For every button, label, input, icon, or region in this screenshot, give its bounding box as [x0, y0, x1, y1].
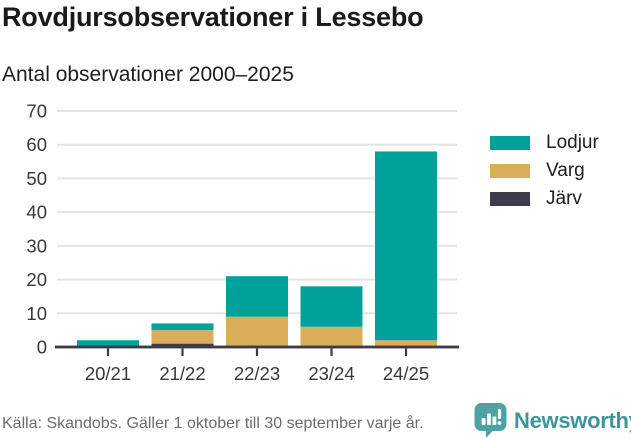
legend-label: Järv: [546, 188, 582, 209]
logo-exclamation-dot: [497, 421, 502, 425]
logo-exclamation-stroke: [497, 409, 502, 419]
x-axis-tick-label: 23/24: [308, 363, 354, 384]
bar-segment: [300, 326, 363, 347]
legend-swatch: [490, 192, 530, 206]
y-axis-tick-label: 60: [26, 134, 47, 155]
newsworthy-brand-name: Newsworthy: [514, 407, 631, 433]
newsworthy-brand: Newsworthy: [474, 403, 631, 438]
y-axis-tick-label: 50: [26, 168, 47, 189]
logo-bar-1: [481, 418, 486, 425]
chart-legend: Lodjur Varg Järv: [490, 129, 599, 213]
x-axis-tick-label: 21/22: [159, 363, 205, 384]
chart-footer: Källa: Skandobs. Gäller 1 oktober till 3…: [0, 402, 631, 439]
logo-bar-3: [492, 416, 497, 425]
bar-segment: [151, 330, 214, 344]
y-axis-tick-label: 0: [37, 337, 47, 358]
x-axis-tick-label: 24/25: [383, 363, 429, 384]
x-axis-baseline: [55, 345, 459, 349]
bar-segment: [375, 151, 437, 341]
bar-segment: [151, 323, 214, 331]
bar-segment: [226, 316, 288, 347]
legend-swatch: [490, 164, 530, 178]
y-axis-tick-label: 10: [26, 303, 47, 324]
legend-swatch: [490, 136, 530, 150]
legend-item: Järv: [490, 185, 599, 213]
legend-item: Lodjur: [490, 129, 599, 157]
y-axis-tick-label: 40: [26, 202, 47, 223]
stacked-bar-chart: 0 10 20 30 40 50 60 70 20/21 21/22 22/23 23/24 24/25: [26, 101, 459, 384]
x-axis-tick-label: 22/23: [234, 363, 280, 384]
source-note: Källa: Skandobs. Gäller 1 oktober till 3…: [2, 415, 424, 432]
y-axis-tick-label: 20: [26, 269, 47, 290]
chart-subtitle: Antal observationer 2000–2025: [2, 63, 294, 86]
bar-segment: [300, 286, 363, 327]
bar-segment: [77, 340, 139, 347]
legend-item: Varg: [490, 157, 599, 185]
chart-title: Rovdjursobservationer i Lessebo: [2, 2, 424, 32]
logo-bar-2: [487, 413, 491, 425]
legend-label: Lodjur: [546, 132, 599, 153]
bar-segment: [151, 343, 214, 347]
y-axis-tick-label: 70: [26, 101, 47, 122]
bar-segment: [226, 276, 288, 317]
x-axis-tick-label: 20/21: [85, 363, 131, 384]
y-axis-tick-label: 30: [26, 235, 47, 256]
legend-label: Varg: [546, 160, 585, 181]
bar-segment: [375, 340, 437, 347]
newsworthy-logo-icon: [474, 403, 507, 438]
